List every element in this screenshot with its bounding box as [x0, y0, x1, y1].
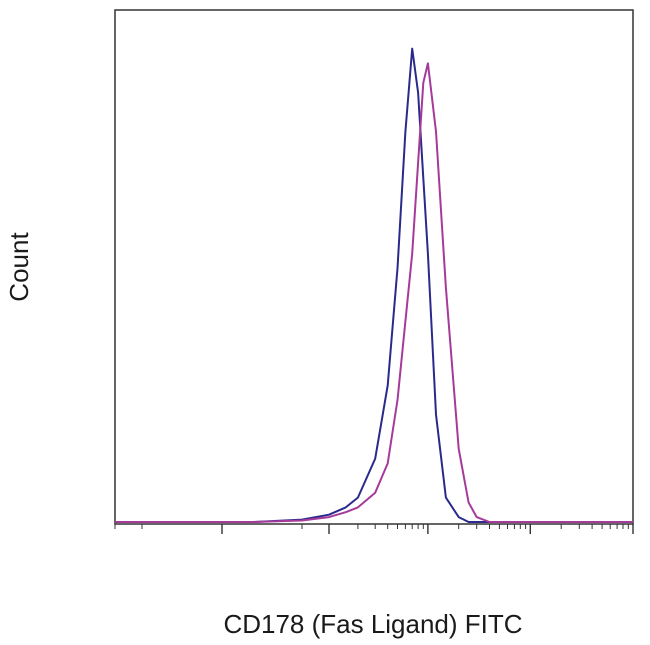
y-axis-label: Count	[4, 232, 34, 302]
plot-frame	[114, 9, 634, 525]
plot-area	[114, 9, 634, 534]
histogram-series-1	[115, 47, 633, 523]
histogram-series-2	[115, 62, 633, 523]
x-axis-label: CD178 (Fas Ligand) FITC	[223, 609, 522, 639]
series-layer	[115, 47, 633, 523]
x-axis-ticks	[114, 524, 634, 534]
